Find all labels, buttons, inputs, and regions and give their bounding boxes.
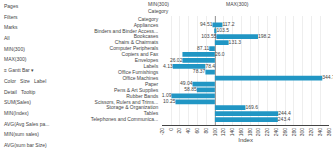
svg-text:Envelopes: Envelopes xyxy=(135,57,159,63)
svg-text:300: 300 xyxy=(299,128,305,137)
svg-text:20: 20 xyxy=(176,128,182,134)
svg-text:AVG(Avg Sales pa...: AVG(Avg Sales pa... xyxy=(4,121,49,127)
svg-text:MIN(sum sales): MIN(sum sales) xyxy=(4,131,39,137)
svg-text:344.7: 344.7 xyxy=(322,74,333,80)
svg-text:Category: Category xyxy=(138,16,159,22)
svg-text:Appliances: Appliances xyxy=(134,22,159,28)
svg-text:243.4: 243.4 xyxy=(278,116,291,122)
svg-text:Copiers and Fax: Copiers and Fax xyxy=(122,51,159,57)
svg-text:244.4: 244.4 xyxy=(278,110,291,116)
svg-text:103.55: 103.55 xyxy=(201,33,217,39)
svg-text:-20: -20 xyxy=(159,128,165,135)
svg-text:1.09: 1.09 xyxy=(162,92,172,98)
svg-text:All: All xyxy=(4,35,10,41)
svg-text:MAX(300): MAX(300) xyxy=(4,56,27,62)
svg-text:Bookcases: Bookcases xyxy=(134,33,159,39)
svg-text:Category: Category xyxy=(148,8,169,14)
svg-text:160: 160 xyxy=(238,128,244,137)
svg-text:87.11: 87.11 xyxy=(197,45,209,51)
svg-text:MIN(300): MIN(300) xyxy=(4,46,25,52)
svg-text:Paper: Paper xyxy=(145,81,159,87)
svg-text:Rubber Bands: Rubber Bands xyxy=(126,93,158,99)
svg-text:198.2: 198.2 xyxy=(258,33,271,39)
svg-text:4.13: 4.13 xyxy=(163,63,173,69)
svg-text:≡ Gantt Bar ▾: ≡ Gantt Bar ▾ xyxy=(4,67,34,73)
svg-text:131.3: 131.3 xyxy=(229,39,242,45)
svg-text:Marks: Marks xyxy=(4,24,18,30)
svg-text:26.02: 26.02 xyxy=(170,57,183,63)
svg-text:169.6: 169.6 xyxy=(245,104,258,110)
svg-text:Computer Peripherals: Computer Peripherals xyxy=(110,45,159,51)
svg-text:Tables: Tables xyxy=(144,110,159,116)
svg-text:180: 180 xyxy=(247,128,253,137)
svg-text:49.04: 49.04 xyxy=(180,80,193,86)
svg-text:100: 100 xyxy=(212,128,218,137)
svg-text:60: 60 xyxy=(194,128,200,134)
svg-text:Filters: Filters xyxy=(4,14,18,20)
svg-text:360: 360 xyxy=(326,128,332,137)
svg-text:280: 280 xyxy=(291,128,297,137)
svg-text:103.5: 103.5 xyxy=(216,27,229,33)
svg-text:Scissors, Rulers and Trims...: Scissors, Rulers and Trims... xyxy=(95,99,159,105)
svg-text:26.0: 26.0 xyxy=(215,51,225,57)
svg-text:Index: Index xyxy=(238,137,253,143)
svg-text:Storage & Organization: Storage & Organization xyxy=(106,104,158,110)
svg-text:78.37: 78.37 xyxy=(193,68,206,74)
svg-text:MIN(300): MIN(300) xyxy=(148,1,169,7)
svg-text:Detail Tooltip: Detail Tooltip xyxy=(4,89,36,95)
svg-text:Office Furnishings: Office Furnishings xyxy=(118,69,159,75)
svg-text:340: 340 xyxy=(317,128,323,137)
svg-text:220: 220 xyxy=(264,128,270,137)
svg-text:120: 120 xyxy=(220,128,226,137)
svg-text:140: 140 xyxy=(229,128,235,137)
svg-text:Pens & Art Supplies: Pens & Art Supplies xyxy=(114,87,159,93)
svg-text:0: 0 xyxy=(168,128,174,131)
svg-text:240: 240 xyxy=(273,128,279,137)
svg-text:Pages: Pages xyxy=(4,3,19,9)
svg-text:10.25: 10.25 xyxy=(163,98,176,104)
svg-text:40: 40 xyxy=(185,128,191,134)
svg-text:Office Machines: Office Machines xyxy=(122,75,158,81)
svg-text:Color Size Label: Color Size Label xyxy=(4,78,46,84)
svg-text:200: 200 xyxy=(255,128,261,137)
svg-text:58.85: 58.85 xyxy=(184,86,197,92)
svg-text:Binders and Binder Access...: Binders and Binder Access... xyxy=(94,28,158,34)
svg-text:MAX(300): MAX(300) xyxy=(226,1,249,7)
svg-text:MIN(Index): MIN(Index) xyxy=(4,110,29,116)
svg-text:Chairs & Chairmats: Chairs & Chairmats xyxy=(115,39,159,45)
svg-text:320: 320 xyxy=(308,128,314,137)
svg-text:260: 260 xyxy=(282,128,288,137)
svg-text:78.4: 78.4 xyxy=(205,63,215,69)
svg-text:Telephones and Communica...: Telephones and Communica... xyxy=(91,116,159,122)
svg-text:AVG(sum bar Size): AVG(sum bar Size) xyxy=(4,142,47,148)
svg-text:80: 80 xyxy=(203,128,209,134)
svg-text:SUM(Sales): SUM(Sales) xyxy=(4,99,31,105)
svg-text:94.51: 94.51 xyxy=(200,21,213,27)
svg-text:117.2: 117.2 xyxy=(222,21,234,27)
svg-text:Labels: Labels xyxy=(143,63,158,69)
